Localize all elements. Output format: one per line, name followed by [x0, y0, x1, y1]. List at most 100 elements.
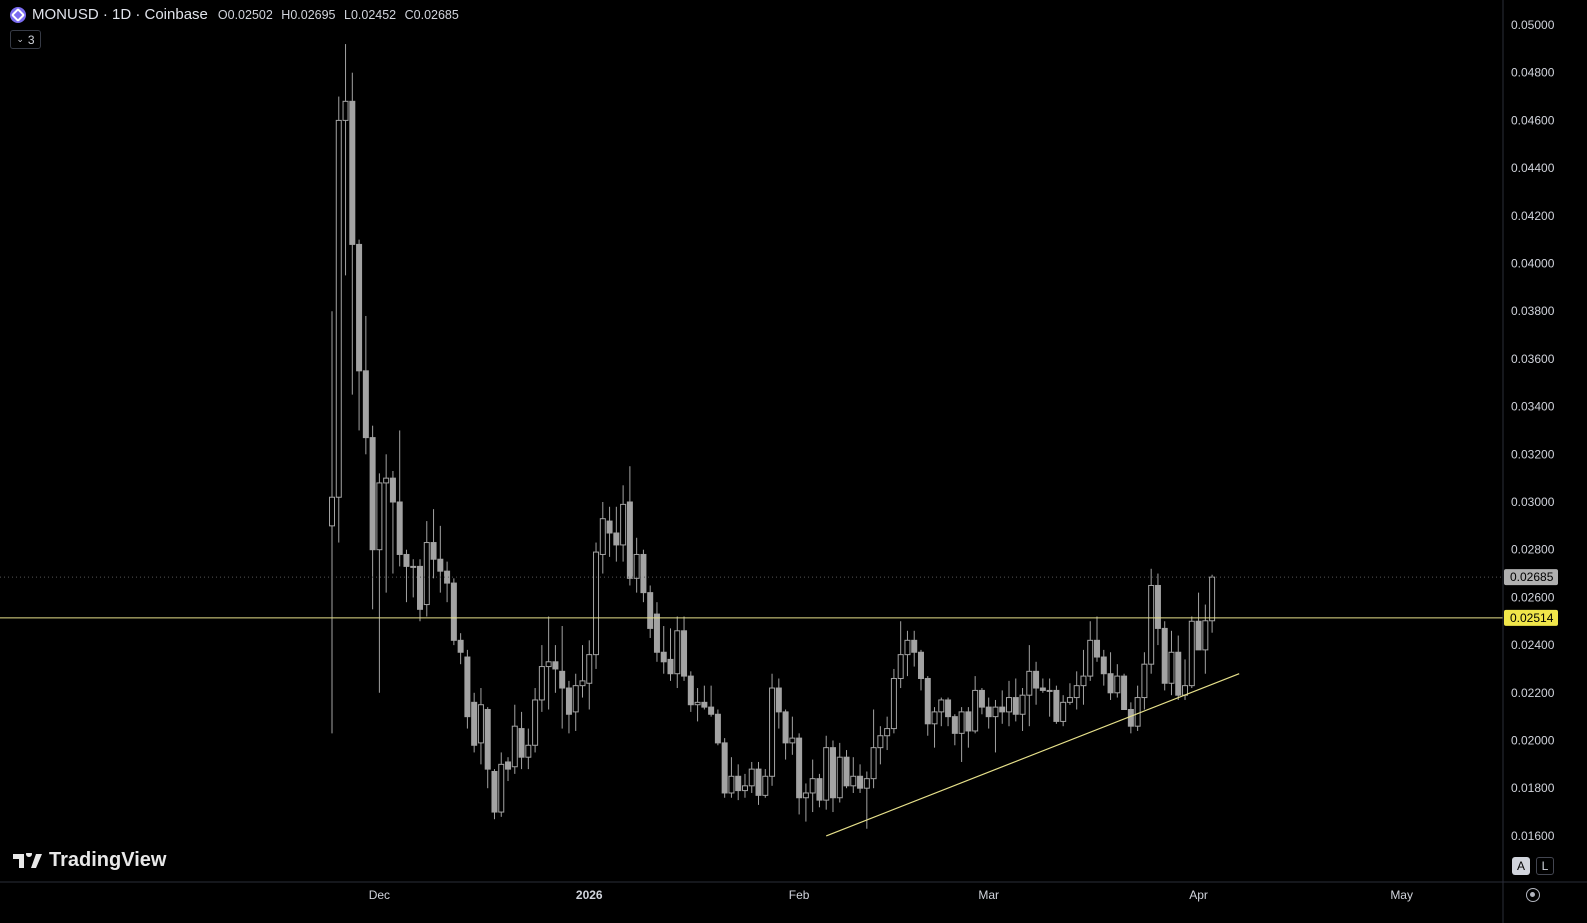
candle [613, 506, 620, 562]
symbol-title[interactable]: MONUSD · 1D · Coinbase [32, 6, 208, 23]
candle [924, 676, 931, 736]
candle-body-bearish [565, 687, 572, 715]
candle-body-bullish [789, 737, 796, 744]
symbol-header: MONUSD · 1D · Coinbase O0.02502 H0.02695… [10, 6, 459, 23]
candle [559, 626, 566, 729]
candle [335, 96, 342, 543]
candle [1195, 592, 1202, 651]
candle [992, 699, 999, 753]
candle-body-bearish [965, 711, 972, 732]
candle-body-bearish [667, 658, 674, 675]
price-tick-label: 0.02400 [1511, 638, 1555, 652]
candle-body-bearish [681, 630, 688, 677]
candle-body-bullish [1202, 620, 1209, 651]
candle-body-bearish [735, 775, 742, 792]
candle-body-bearish [687, 675, 694, 706]
candle-body-bullish [586, 654, 593, 684]
candle [1066, 683, 1073, 705]
ohlc-readout: O0.02502 H0.02695 L0.02452 C0.02685 [218, 8, 459, 22]
candle [647, 585, 654, 638]
candle [1006, 680, 1012, 727]
candle [816, 773, 823, 808]
candle [714, 709, 721, 746]
candle [985, 697, 992, 729]
open-value: 0.02502 [227, 7, 273, 22]
candle [884, 716, 891, 751]
time-tick-label: May [1390, 888, 1413, 902]
candle-body-bullish [410, 565, 417, 568]
candle [342, 44, 349, 276]
candle-body-bearish [491, 771, 498, 813]
candle [863, 771, 870, 829]
candle [674, 616, 681, 689]
candle [1019, 688, 1026, 731]
price-axis[interactable]: 0.05000 0.04800 0.04600 0.04400 0.04200 0.040… [1504, 18, 1558, 843]
candle-body-bullish [741, 785, 748, 792]
candle-body-bearish [484, 708, 491, 770]
candle [1127, 702, 1134, 734]
candle [789, 716, 796, 755]
candle [890, 668, 897, 734]
candle [769, 673, 776, 786]
candle [1161, 621, 1168, 691]
candle-body-bearish [349, 100, 356, 245]
price-tick-label: 0.01600 [1511, 829, 1555, 843]
candle [667, 628, 674, 681]
candle-body-bearish [1127, 708, 1134, 727]
candle-body-bullish [870, 747, 877, 780]
tradingview-logo[interactable]: TradingView [13, 849, 166, 872]
candle [1073, 671, 1080, 710]
price-tick-label: 0.04000 [1511, 257, 1555, 271]
candle-body-bullish [579, 680, 586, 687]
candle-body-bearish [396, 501, 403, 555]
candle-body-bullish [383, 477, 390, 484]
candle-body-bullish [694, 701, 701, 706]
candle [498, 752, 505, 817]
indicators-toggle-button[interactable]: ⌄ 3 [10, 30, 41, 49]
auto-scale-button[interactable]: A [1512, 857, 1530, 875]
candle [857, 764, 864, 793]
candle [1209, 574, 1216, 633]
candle-body-bullish [1087, 639, 1094, 677]
settings-gear-icon[interactable] [1526, 888, 1540, 902]
candle [938, 697, 945, 727]
price-tick-label: 0.03800 [1511, 304, 1555, 318]
candle [511, 704, 518, 774]
candles-layer [329, 44, 1216, 829]
candle [1026, 645, 1033, 727]
candle [579, 645, 586, 698]
candle-body-bearish [552, 661, 559, 670]
mon-coin-logo-icon [10, 6, 26, 23]
candle [484, 707, 491, 789]
candle-body-bearish [464, 656, 471, 718]
candle-body-bullish [850, 775, 857, 787]
candle-body-bearish [951, 716, 958, 734]
candle [423, 521, 430, 617]
candle-body-bullish [728, 775, 735, 794]
candle-body-bearish [755, 768, 762, 796]
time-axis[interactable]: Dec 2026 Feb Mar Apr May [369, 888, 1413, 902]
candle [741, 773, 748, 798]
candle-body-bearish [911, 639, 918, 653]
candle [978, 688, 985, 715]
candle [802, 783, 809, 822]
candle [1134, 685, 1141, 731]
candle [491, 769, 498, 820]
candle [748, 761, 755, 793]
candle-body-bearish [1121, 675, 1128, 710]
candle-body-bearish [1161, 627, 1168, 684]
candle-body-bullish [376, 482, 383, 551]
candle-body-bearish [775, 687, 782, 713]
price-tick-label: 0.04400 [1511, 161, 1555, 175]
candle-body-bullish [1168, 651, 1175, 684]
price-tick-label: 0.02800 [1511, 543, 1555, 557]
candle-body-bearish [369, 437, 376, 551]
candle [911, 630, 918, 667]
candle-body-bearish [471, 701, 478, 746]
candle-body-bearish [701, 701, 708, 708]
log-scale-button[interactable]: L [1536, 857, 1554, 875]
candle [356, 239, 363, 431]
candle-body-bearish [978, 689, 985, 708]
candle-body-bearish [559, 670, 566, 689]
